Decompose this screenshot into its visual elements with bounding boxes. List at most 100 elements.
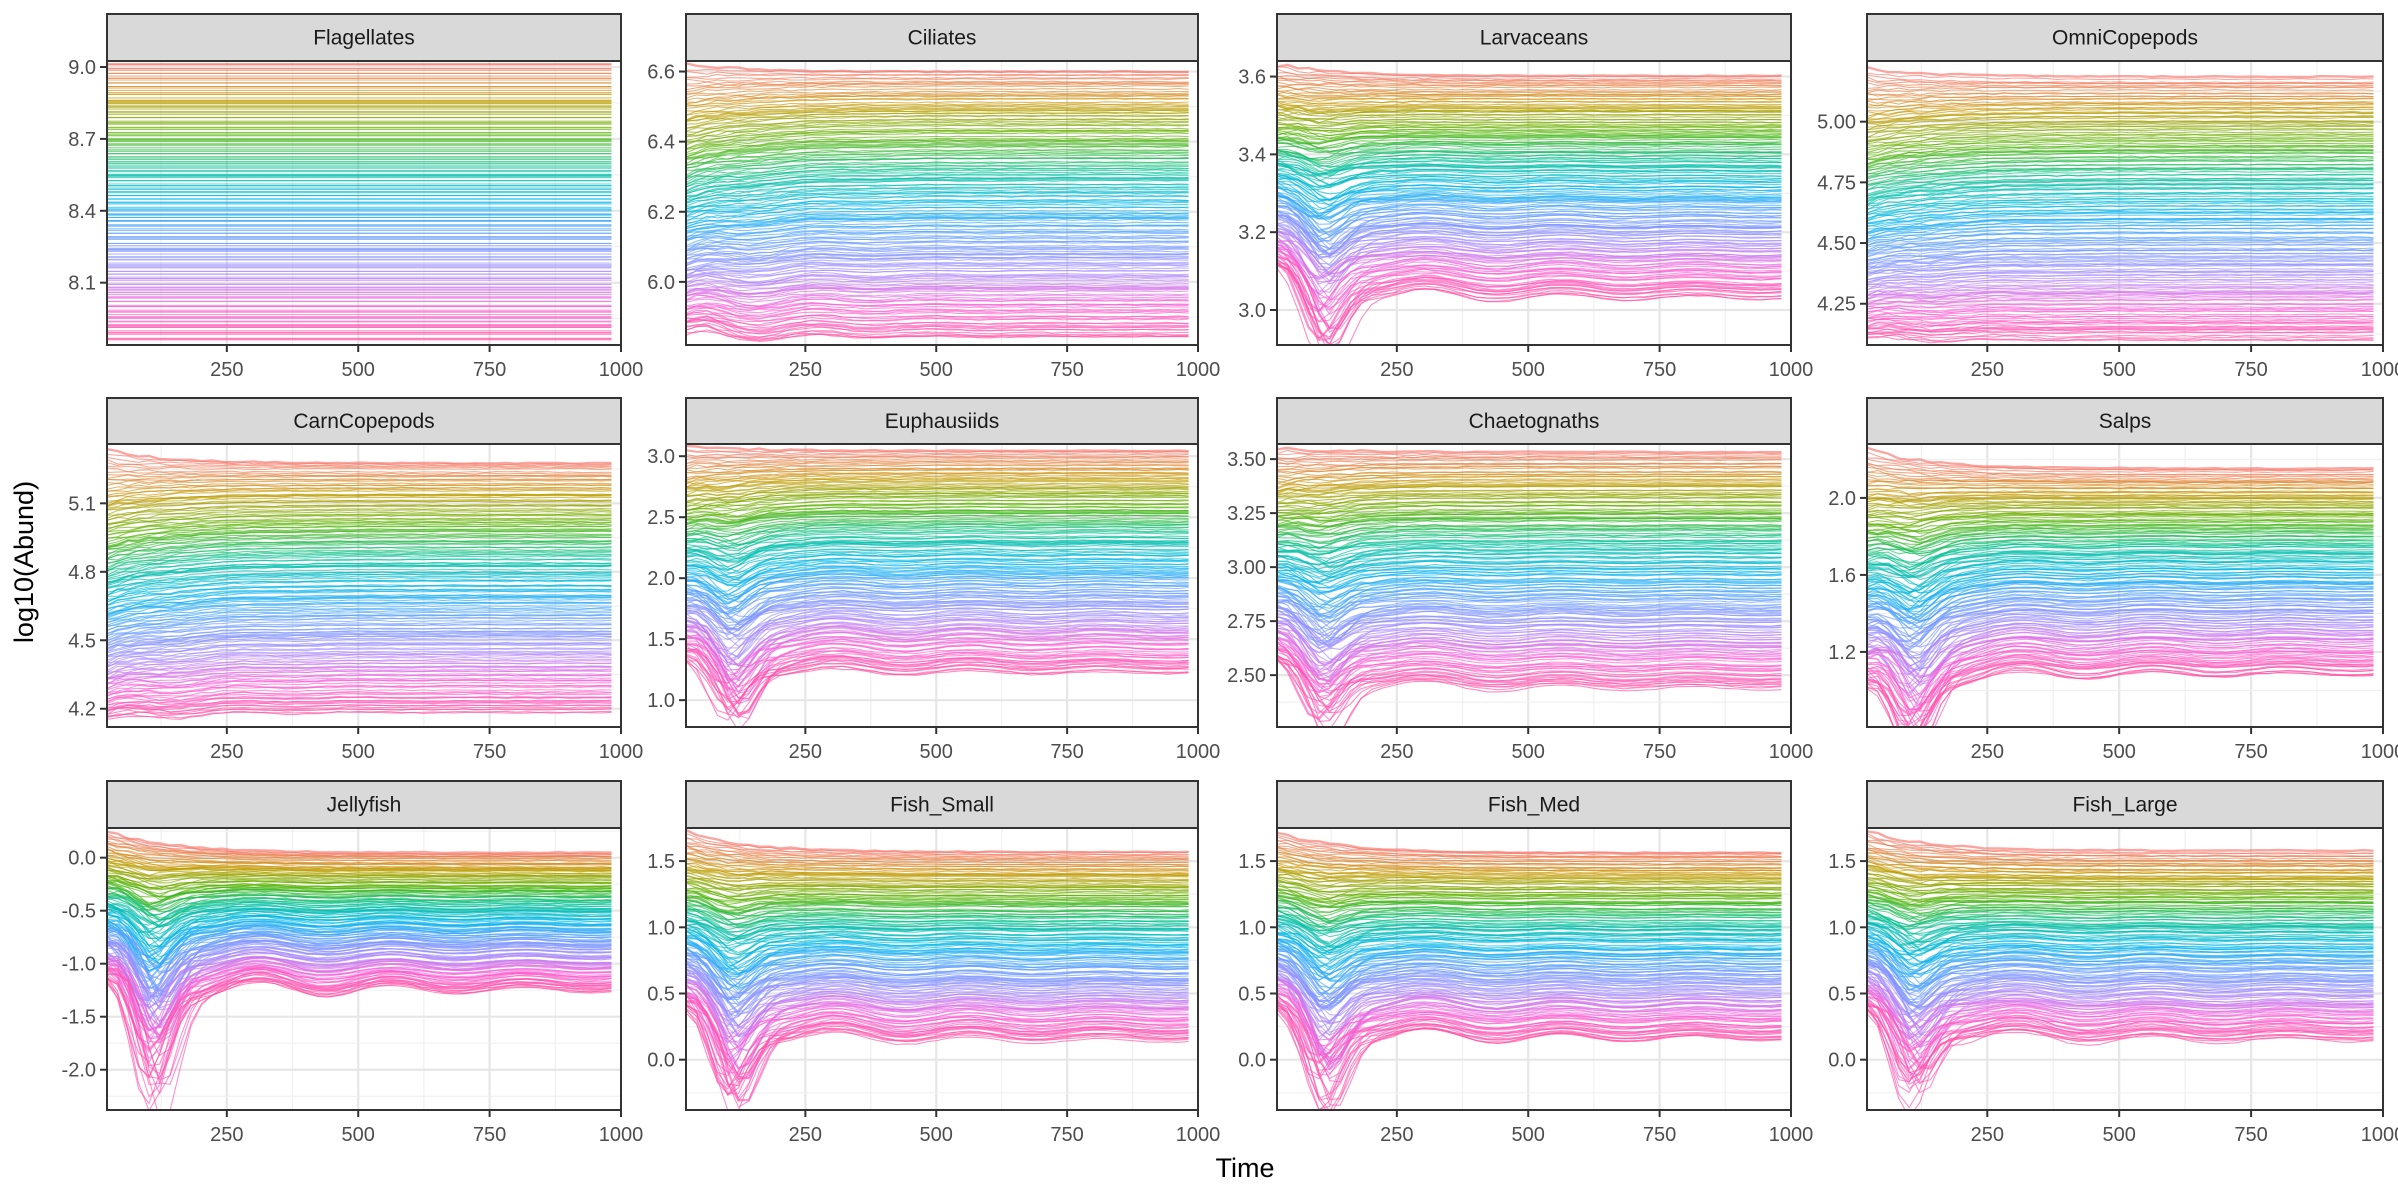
series-line xyxy=(1277,195,1782,219)
series-line xyxy=(1277,894,1782,908)
series-line xyxy=(1277,933,1782,959)
series-line xyxy=(686,974,1189,1027)
series-line xyxy=(686,625,1189,666)
series-line xyxy=(1867,977,2374,1059)
series-line xyxy=(686,104,1189,116)
series-line xyxy=(686,644,1189,698)
series-line xyxy=(1867,131,2374,145)
series-line xyxy=(686,554,1189,574)
series-line xyxy=(1867,271,2374,283)
series-line xyxy=(686,935,1189,971)
series-line xyxy=(686,946,1189,990)
series-line xyxy=(107,475,612,481)
series-line xyxy=(1867,462,2374,476)
series-line xyxy=(1867,878,2374,888)
series-line xyxy=(1277,879,1782,891)
series-line xyxy=(1277,547,1782,566)
series-line xyxy=(1867,535,2374,555)
series-line xyxy=(1277,645,1782,694)
series-line xyxy=(1277,961,1782,1008)
series-line xyxy=(1867,238,2374,253)
series-line xyxy=(1867,519,2374,534)
series-line xyxy=(1867,89,2374,94)
series-line xyxy=(1867,281,2374,291)
series-line xyxy=(1867,195,2374,214)
series-line xyxy=(107,842,612,858)
series-line xyxy=(1867,120,2374,131)
series-line xyxy=(686,472,1189,485)
series-line xyxy=(107,580,612,603)
y-tick-label: 3.2 xyxy=(1238,222,1266,244)
series-line xyxy=(107,693,612,704)
series-line xyxy=(1277,202,1782,225)
series-line xyxy=(1867,306,2374,312)
series-line xyxy=(1277,978,1782,1057)
series-line xyxy=(1277,551,1782,573)
series-line xyxy=(686,969,1189,1012)
series-line xyxy=(686,532,1189,550)
series-line xyxy=(107,981,612,1078)
series-line xyxy=(686,890,1189,901)
series-line xyxy=(107,607,612,628)
series-line xyxy=(1867,97,2374,107)
series-line xyxy=(686,882,1189,898)
series-line xyxy=(1277,999,1782,1106)
x-tick-label: 1000 xyxy=(1769,741,1814,763)
series-line xyxy=(107,553,612,572)
series-line xyxy=(686,836,1189,856)
series-line xyxy=(1867,906,2374,920)
series-line xyxy=(1277,932,1782,951)
series-line xyxy=(1277,146,1782,163)
series-line xyxy=(1867,247,2374,261)
series-line xyxy=(1867,913,2374,928)
series-line xyxy=(1277,462,1782,468)
series-line xyxy=(686,875,1189,887)
series-line xyxy=(686,165,1189,185)
series-line xyxy=(1867,1009,2374,1109)
series-line xyxy=(1867,204,2374,222)
series-line xyxy=(1867,163,2374,180)
series-line xyxy=(1277,908,1782,928)
series-line xyxy=(1867,619,2374,668)
series-line xyxy=(1867,560,2374,594)
series-line xyxy=(107,636,612,657)
series-line xyxy=(1867,965,2374,1018)
series-line xyxy=(686,456,1189,460)
series-line xyxy=(1277,154,1782,173)
series-line xyxy=(107,550,612,572)
series-line xyxy=(686,92,1189,101)
series-line xyxy=(107,602,612,624)
series-line xyxy=(686,164,1189,184)
y-tick-label: 2.0 xyxy=(647,568,675,590)
series-line xyxy=(107,595,612,618)
series-line xyxy=(1867,276,2374,286)
y-tick-label: 6.4 xyxy=(647,132,675,154)
series-line xyxy=(686,908,1189,926)
series-line xyxy=(1867,554,2374,578)
series-line xyxy=(1867,890,2374,903)
series-line xyxy=(1277,158,1782,177)
series-line xyxy=(686,475,1189,488)
series-line xyxy=(1867,898,2374,910)
series-line xyxy=(686,137,1189,156)
series-line xyxy=(686,87,1189,96)
series-line xyxy=(1277,195,1782,215)
series-line xyxy=(1277,83,1782,89)
series-line xyxy=(107,659,612,676)
series-line xyxy=(1867,840,2374,858)
series-line xyxy=(686,572,1189,598)
x-tick-label: 500 xyxy=(342,359,375,381)
series-line xyxy=(107,601,612,621)
series-line xyxy=(1867,521,2374,534)
series-line xyxy=(1867,313,2374,319)
series-line xyxy=(1277,920,1782,954)
x-tick-label: 250 xyxy=(789,741,822,763)
series-line xyxy=(1867,642,2374,718)
series-line xyxy=(1277,560,1782,585)
series-line xyxy=(1277,479,1782,489)
series-line xyxy=(1277,907,1782,922)
series-line xyxy=(1867,120,2374,133)
series-line xyxy=(686,111,1189,129)
series-line xyxy=(1867,283,2374,293)
series-line xyxy=(686,601,1189,630)
